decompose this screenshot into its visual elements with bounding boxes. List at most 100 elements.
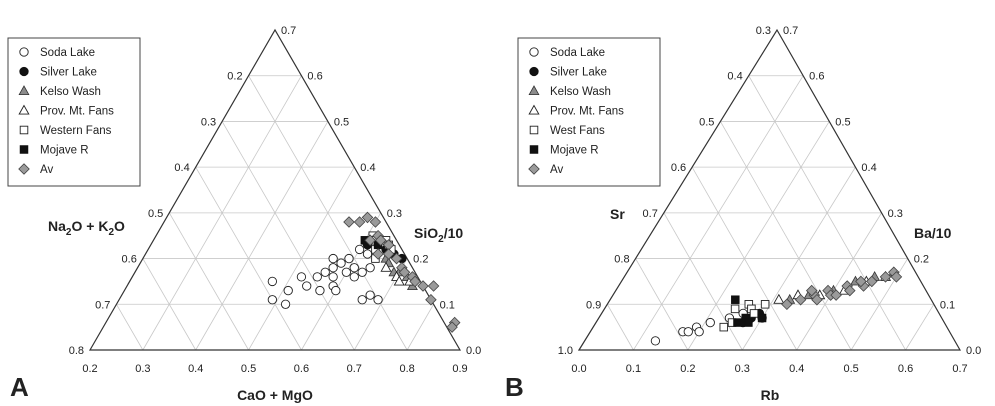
tick-label-left: 0.8 — [69, 345, 84, 357]
gridline — [195, 166, 302, 351]
data-point — [373, 295, 383, 305]
data-point — [343, 216, 355, 228]
legend-marker — [529, 66, 539, 77]
data-point — [357, 295, 367, 305]
data-point — [380, 261, 392, 272]
panel-label-a: A — [10, 372, 29, 402]
legend-b: Soda Lake Silver Lake Kelso Wash Prov. Mt. … — [517, 37, 661, 187]
legend-marker — [528, 104, 540, 115]
legend-label: Soda Lake — [40, 47, 95, 59]
legend-marker — [528, 163, 540, 175]
tick-label-right: 0.7 — [281, 25, 296, 37]
data-point — [811, 293, 823, 306]
ternary-frame-a — [88, 28, 462, 351]
gridline — [142, 258, 197, 351]
tick-label-right: 0.2 — [914, 254, 929, 266]
tick-label-right: 0.5 — [334, 116, 349, 128]
data-point — [369, 216, 382, 228]
data-point — [320, 267, 330, 277]
data-point — [683, 327, 693, 337]
ternary-panel-a: 0.2 0.3 0.4 0.5 0.6 0.7 0.8 0.9 0.0 0.1 0.2 0.3 0.4 0… — [7, 25, 482, 403]
data-point — [362, 249, 373, 259]
tick-label-bottom: 0.4 — [789, 363, 804, 375]
grid-a — [116, 75, 434, 351]
axis-title-left-b: Sr — [610, 206, 625, 222]
legend-marker — [529, 47, 539, 57]
tick-label-bottom: 0.9 — [452, 363, 467, 375]
tick-label-bottom: 0.4 — [188, 363, 203, 375]
data-point — [365, 263, 375, 273]
data-points-b — [650, 266, 903, 346]
tick-label-right: 0.3 — [888, 208, 903, 220]
data-point — [890, 271, 903, 283]
data-point — [805, 284, 818, 297]
data-point — [267, 276, 278, 287]
tick-label-bottom: 0.0 — [571, 363, 586, 375]
data-point — [749, 309, 759, 318]
axis-title-right-a: SiO2/10 — [414, 225, 463, 245]
data-point — [731, 295, 740, 304]
data-point — [382, 248, 395, 260]
tick-labels-b: 0.0 0.1 0.2 0.3 0.4 0.5 0.6 0.7 0.0 0.1 0.2 0.3 0.4 0… — [558, 25, 982, 375]
data-point — [372, 248, 384, 260]
gridline — [606, 304, 634, 351]
data-point — [361, 211, 374, 224]
data-point — [267, 295, 278, 305]
data-point — [760, 300, 770, 309]
ternary-frame-b — [577, 28, 962, 351]
tick-label-left: 0.6 — [122, 254, 137, 266]
legend-marker — [18, 85, 30, 95]
tick-label-right: 0.1 — [440, 299, 455, 311]
gridline — [301, 212, 382, 351]
tick-label-right: 0.5 — [835, 116, 850, 128]
data-point — [650, 336, 661, 346]
data-point — [393, 275, 405, 286]
data-point — [328, 253, 338, 264]
tick-label-left: 0.8 — [614, 254, 629, 266]
data-point — [365, 290, 375, 300]
panel-label-b: B — [505, 372, 524, 402]
legend-marker — [19, 145, 29, 154]
data-point — [328, 263, 338, 273]
data-point — [719, 322, 729, 332]
legend-label: Prov. Mt. Fans — [550, 106, 624, 118]
legend-label: West Fans — [550, 125, 605, 137]
data-point — [344, 253, 354, 264]
tick-label-left: 0.5 — [699, 116, 714, 128]
legend-label: Soda Lake — [550, 47, 605, 59]
legend-a: Soda Lake Silver Lake Kelso Wash Prov. Mt. … — [7, 37, 141, 187]
data-point — [336, 258, 346, 268]
gridline — [116, 304, 144, 351]
tick-label-bottom: 0.3 — [735, 363, 750, 375]
tick-label-right: 0.6 — [307, 71, 322, 83]
data-point — [349, 272, 359, 282]
gridline — [221, 121, 355, 351]
gridline — [905, 304, 935, 351]
tick-label-left: 0.7 — [95, 299, 110, 311]
tick-label-right: 0.0 — [466, 345, 481, 357]
gridline — [691, 166, 798, 351]
gridline — [635, 258, 689, 351]
tick-label-right: 0.4 — [360, 162, 375, 174]
data-point — [744, 318, 753, 327]
legend-label: Mojave R — [40, 145, 89, 157]
legend-marker — [528, 85, 540, 95]
data-point — [794, 293, 807, 306]
tick-label-bottom: 0.2 — [680, 363, 695, 375]
data-point — [328, 272, 338, 282]
data-point — [353, 216, 366, 228]
tick-label-bottom: 0.5 — [241, 363, 256, 375]
tick-label-left: 0.4 — [174, 162, 189, 174]
legend-label: Mojave R — [550, 145, 599, 157]
data-point — [705, 317, 715, 328]
data-point — [446, 321, 458, 333]
data-point — [296, 272, 307, 282]
data-point — [417, 280, 429, 292]
legend-label: Silver Lake — [550, 67, 607, 79]
data-point — [773, 293, 785, 304]
gridline — [168, 212, 249, 351]
data-point — [409, 275, 421, 288]
legend-marker — [18, 163, 30, 175]
tick-label-right: 0.3 — [387, 208, 402, 220]
tick-labels-a: 0.2 0.3 0.4 0.5 0.6 0.7 0.8 0.9 0.0 0.1 0.2 0.3 0.4 0… — [69, 25, 482, 375]
